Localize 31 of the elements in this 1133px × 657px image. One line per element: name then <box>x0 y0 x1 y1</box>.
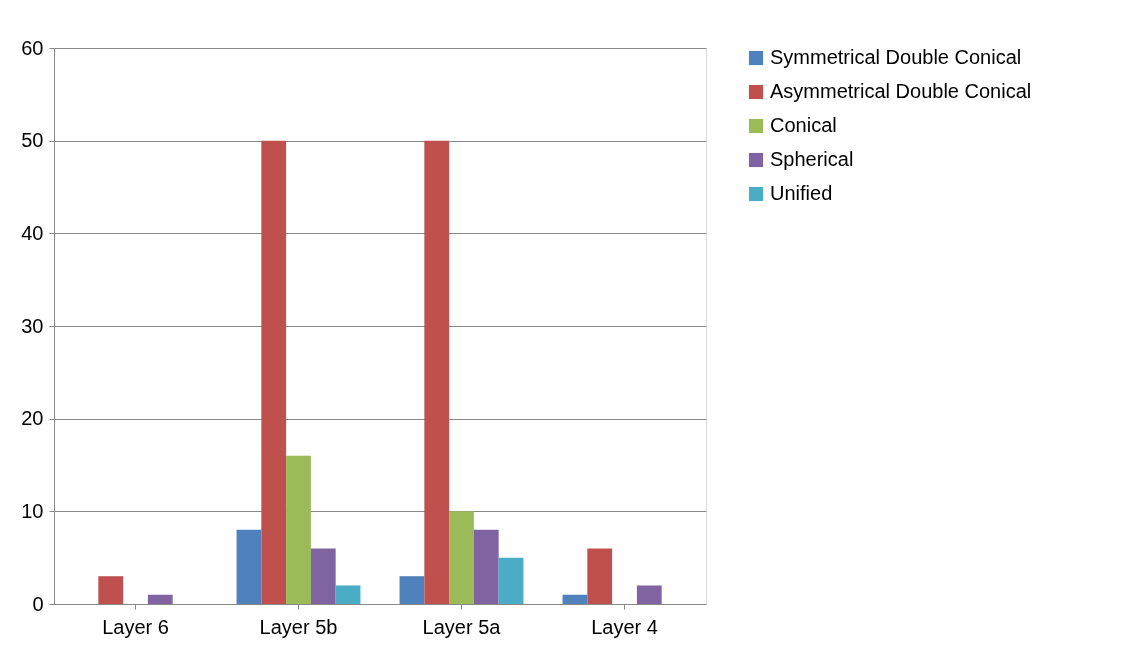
legend-label: Conical <box>770 114 837 136</box>
x-tick-label: Layer 4 <box>591 615 658 638</box>
legend-label: Symmetrical Double Conical <box>770 46 1022 68</box>
y-tick-label: 50 <box>21 129 44 152</box>
legend-label: Spherical <box>770 148 854 170</box>
legend-label: Unified <box>770 182 833 204</box>
bar <box>498 557 524 604</box>
y-tick-label: 30 <box>21 314 44 337</box>
x-tick-label: Layer 5a <box>422 615 502 638</box>
y-tick-label: 0 <box>32 592 44 615</box>
y-tick-label: 20 <box>21 407 44 430</box>
bar <box>335 585 361 604</box>
bar <box>236 529 262 604</box>
bar <box>424 140 450 604</box>
legend-label: Asymmetrical Double Conical <box>770 80 1032 102</box>
bar <box>286 455 311 604</box>
y-tick-label: 60 <box>21 36 44 59</box>
bar <box>261 140 287 604</box>
bar <box>562 594 588 604</box>
bar <box>449 511 474 604</box>
bar <box>147 594 173 604</box>
bar <box>473 529 499 604</box>
y-tick-label: 40 <box>21 221 44 244</box>
bar <box>310 548 336 604</box>
x-tick-label: Layer 5b <box>259 615 338 638</box>
bar <box>399 576 425 604</box>
bar <box>587 548 613 604</box>
y-tick-label: 10 <box>21 499 44 522</box>
bar <box>636 585 662 604</box>
bar <box>98 576 124 604</box>
x-tick-label: Layer 6 <box>102 615 169 638</box>
